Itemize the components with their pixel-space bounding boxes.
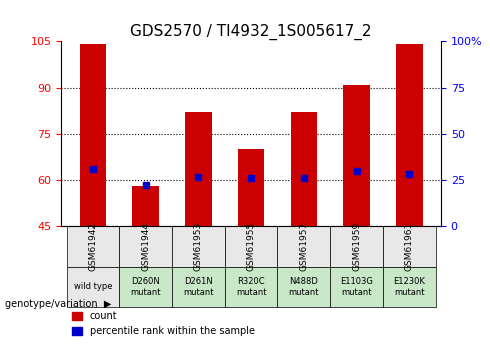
Text: GSM61944: GSM61944 (141, 222, 150, 271)
Title: GDS2570 / TI4932_1S005617_2: GDS2570 / TI4932_1S005617_2 (130, 24, 372, 40)
Text: E1230K
mutant: E1230K mutant (393, 277, 425, 297)
Text: GSM61955: GSM61955 (246, 222, 256, 271)
FancyBboxPatch shape (67, 267, 119, 307)
Text: GSM61959: GSM61959 (352, 222, 361, 271)
Text: wild type: wild type (74, 282, 112, 291)
Text: genotype/variation  ▶: genotype/variation ▶ (5, 299, 111, 308)
Bar (343, 85, 370, 226)
Bar (238, 149, 264, 226)
Bar (185, 112, 212, 226)
FancyBboxPatch shape (277, 226, 330, 267)
FancyBboxPatch shape (383, 267, 436, 307)
FancyBboxPatch shape (330, 226, 383, 267)
Text: D260N
mutant: D260N mutant (130, 277, 161, 297)
Text: GSM61961: GSM61961 (405, 222, 414, 271)
Bar (291, 112, 317, 226)
FancyBboxPatch shape (225, 226, 277, 267)
Legend: count, percentile rank within the sample: count, percentile rank within the sample (69, 307, 259, 340)
Text: GSM61957: GSM61957 (299, 222, 308, 271)
FancyBboxPatch shape (119, 267, 172, 307)
Text: N488D
mutant: N488D mutant (289, 277, 319, 297)
FancyBboxPatch shape (383, 226, 436, 267)
Bar (396, 45, 422, 226)
FancyBboxPatch shape (330, 267, 383, 307)
Bar (132, 186, 159, 226)
FancyBboxPatch shape (67, 226, 119, 267)
Text: GSM61942: GSM61942 (88, 222, 98, 271)
FancyBboxPatch shape (119, 226, 172, 267)
Bar (80, 45, 106, 226)
Text: GSM61953: GSM61953 (194, 222, 203, 271)
FancyBboxPatch shape (172, 226, 225, 267)
Text: E1103G
mutant: E1103G mutant (340, 277, 373, 297)
Text: R320C
mutant: R320C mutant (236, 277, 267, 297)
Text: D261N
mutant: D261N mutant (183, 277, 214, 297)
FancyBboxPatch shape (225, 267, 277, 307)
FancyBboxPatch shape (172, 267, 225, 307)
FancyBboxPatch shape (277, 267, 330, 307)
